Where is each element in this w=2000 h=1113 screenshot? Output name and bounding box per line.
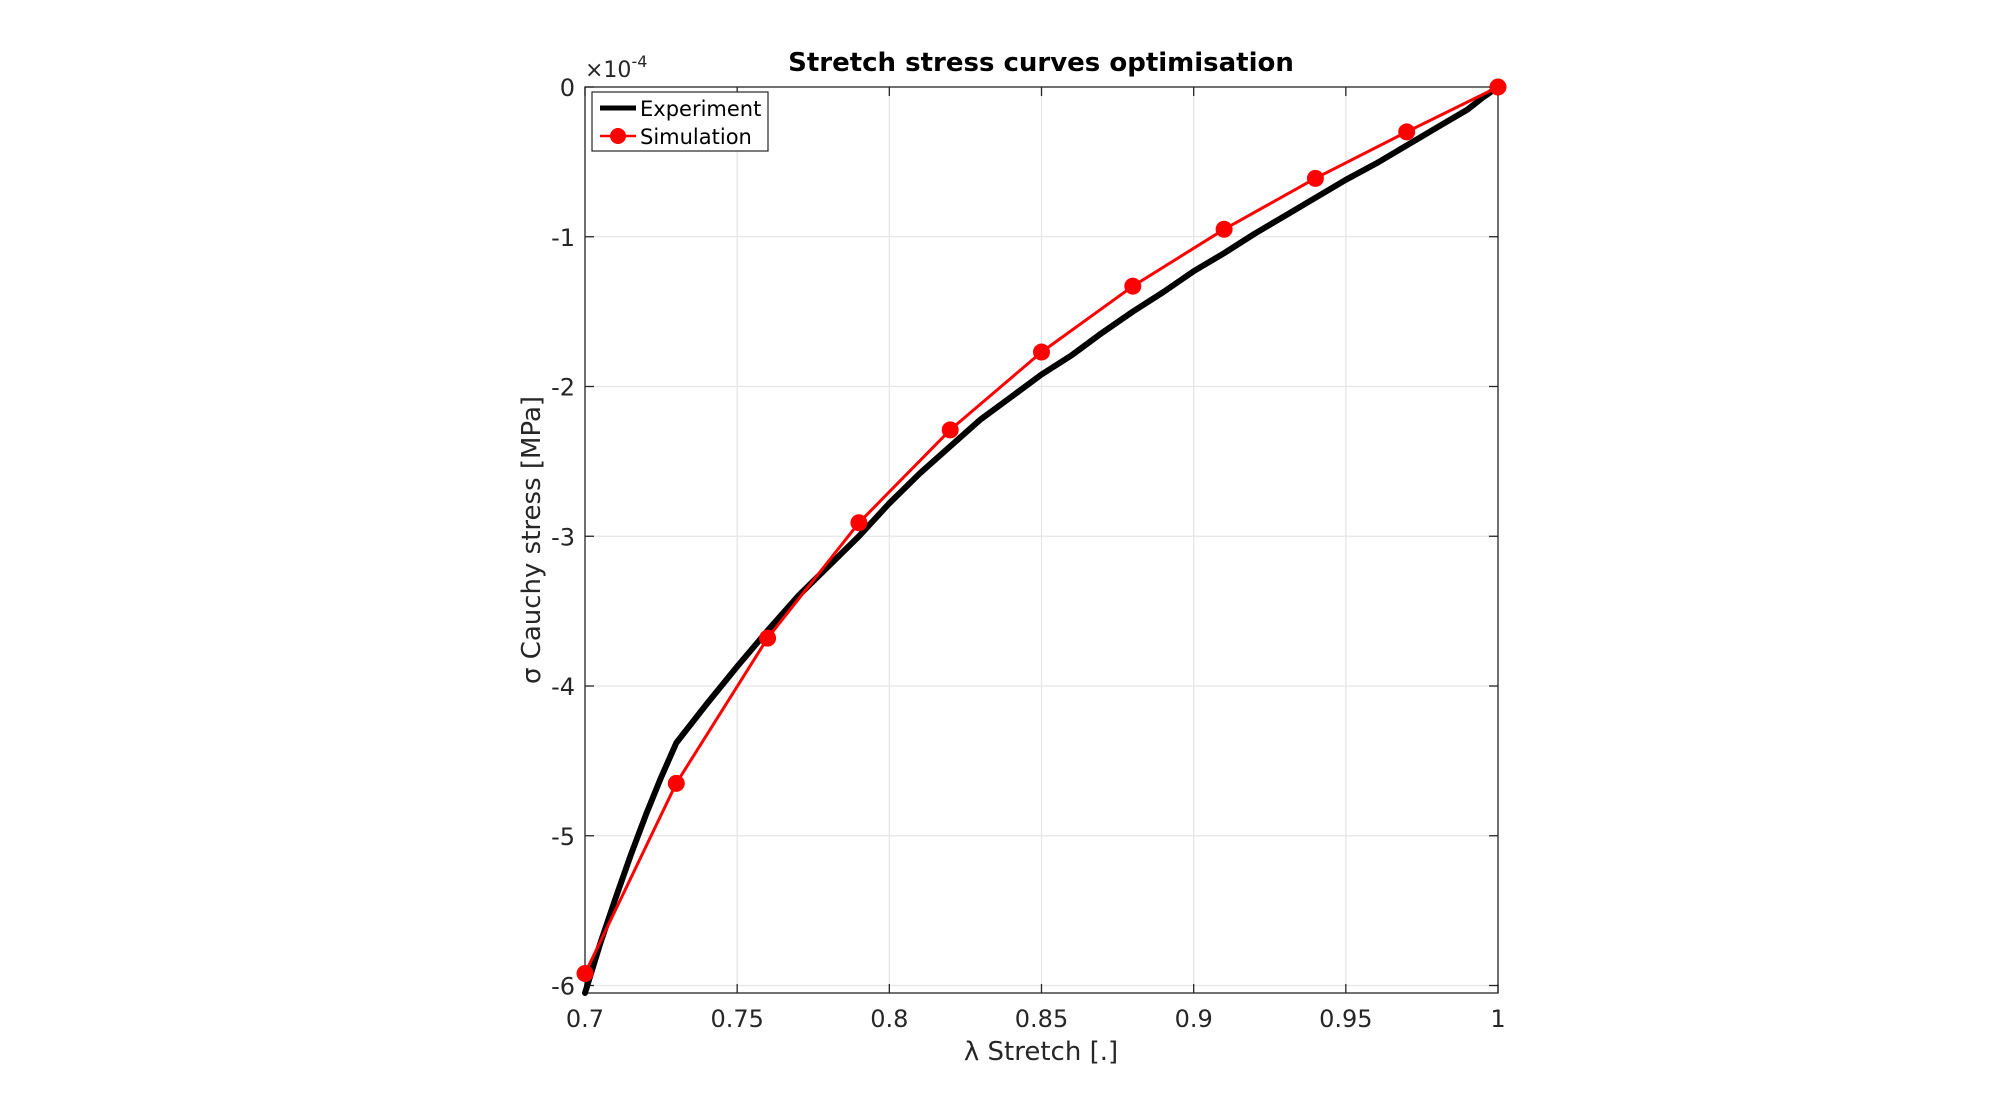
- simulation-point: [759, 629, 777, 647]
- x-axis-label: λ Stretch [.]: [964, 1037, 1118, 1067]
- x-tick-label: 1: [1490, 1005, 1505, 1033]
- x-tick-label: 0.95: [1319, 1005, 1372, 1033]
- legend-simulation-marker: [610, 128, 626, 144]
- simulation-point: [667, 774, 685, 792]
- y-tick-label: -6: [551, 973, 575, 1001]
- y-exponent-power: -4: [631, 52, 647, 71]
- x-tick-label: 0.75: [710, 1005, 763, 1033]
- legend-experiment-label: Experiment: [640, 97, 761, 121]
- y-exponent-base: ×10: [585, 58, 631, 83]
- y-exponent-label: ×10-4: [585, 52, 647, 83]
- y-tick-label: -2: [551, 374, 575, 402]
- simulation-point: [1489, 78, 1507, 96]
- grid: [584, 86, 1499, 993]
- chart-title: Stretch stress curves optimisation: [788, 48, 1294, 78]
- simulation-point: [576, 965, 594, 983]
- experiment-line: [582, 84, 1501, 996]
- x-tick-label: 0.7: [566, 1005, 604, 1033]
- y-ticks: 0 -1 -2 -3 -4 -5 -6: [551, 74, 1498, 1001]
- x-ticks: 0.7 0.75 0.8 0.85 0.9 0.95 1: [566, 87, 1506, 1033]
- simulation-point: [941, 421, 959, 439]
- legend-simulation-label: Simulation: [640, 125, 752, 149]
- simulation-point: [850, 514, 868, 532]
- x-tick-label: 0.9: [1175, 1005, 1213, 1033]
- simulation-point: [1306, 169, 1324, 187]
- legend: Experiment Simulation: [591, 91, 769, 152]
- simulation-point: [1033, 343, 1050, 361]
- y-tick-label: -3: [551, 523, 575, 551]
- x-tick-label: 0.8: [870, 1005, 908, 1033]
- y-tick-label: -1: [551, 224, 575, 252]
- x-tick-label: 0.85: [1015, 1005, 1068, 1033]
- simulation-point: [1124, 277, 1142, 295]
- y-tick-label: 0: [560, 74, 575, 102]
- y-axis-label: σ Cauchy stress [MPa]: [517, 396, 547, 684]
- simulation-point: [1215, 220, 1233, 238]
- series: [576, 78, 1507, 996]
- y-tick-label: -4: [551, 673, 575, 701]
- y-tick-label: -5: [551, 823, 575, 851]
- simulation-point: [1398, 123, 1416, 141]
